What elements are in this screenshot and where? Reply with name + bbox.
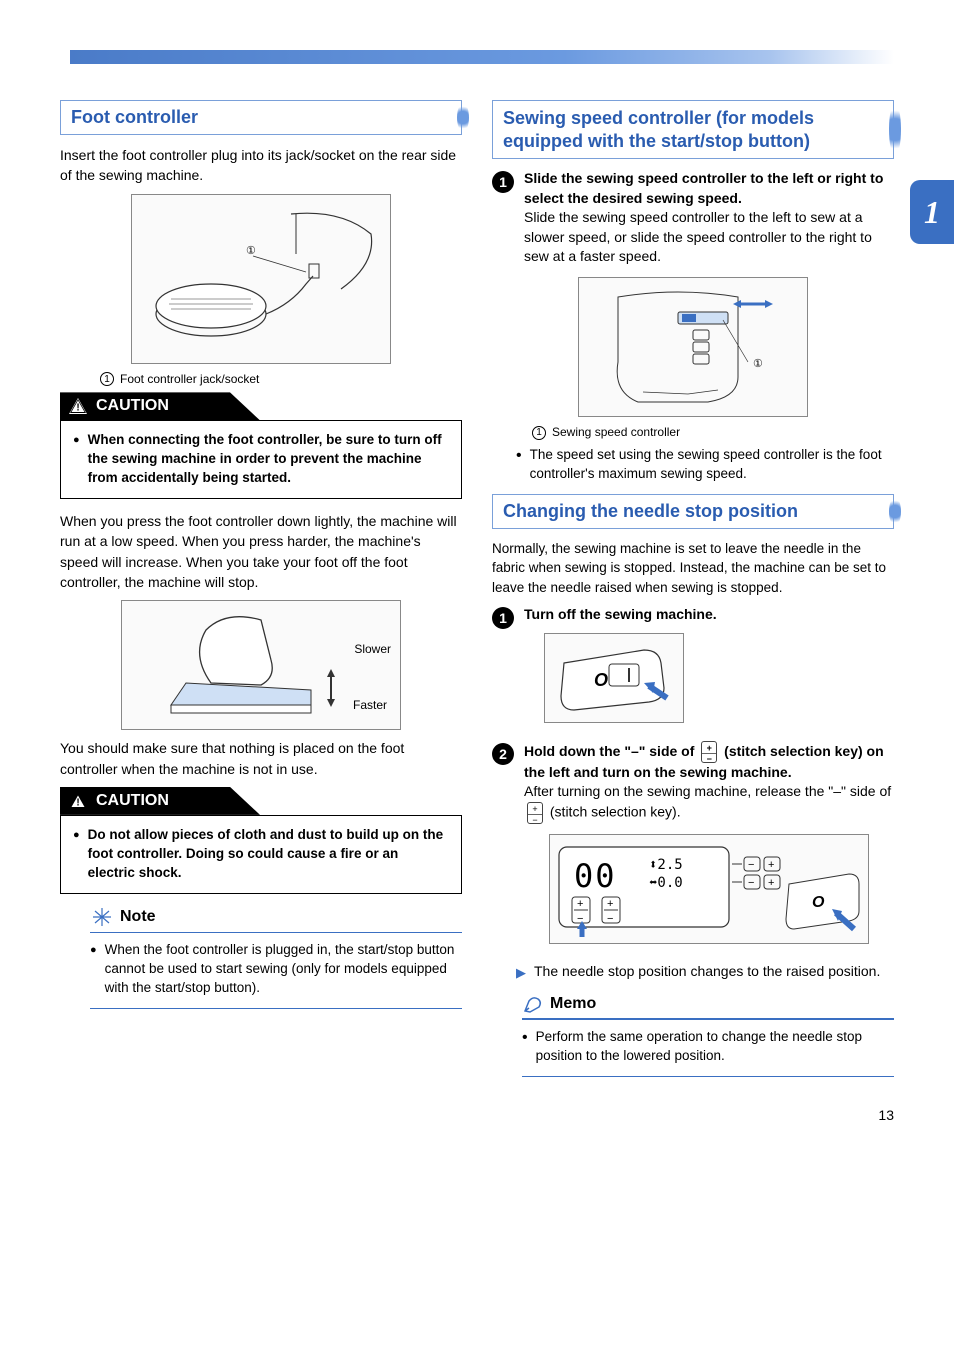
svg-text:−: − <box>748 877 754 889</box>
info-bullet: The speed set using the sewing speed con… <box>516 446 894 484</box>
svg-text:⬌0.0: ⬌0.0 <box>649 875 683 891</box>
step-number-icon: 2 <box>492 743 514 765</box>
section-title: Changing the needle stop position <box>503 501 883 522</box>
body-text: When you press the foot controller down … <box>60 511 462 592</box>
caution-box-2: Do not allow pieces of cloth and dust to… <box>60 815 462 894</box>
step-number-icon: 1 <box>492 171 514 193</box>
step-body: Slide the sewing speed controller to the… <box>524 169 894 267</box>
callout-num-icon: 1 <box>100 372 114 386</box>
caution-label: CAUTION <box>96 792 169 810</box>
header-gradient-bar <box>70 50 894 64</box>
callout-text: Foot controller jack/socket <box>120 372 259 386</box>
memo-label: Memo <box>550 995 596 1013</box>
svg-text:−: − <box>607 913 613 925</box>
slower-label: Slower <box>354 642 391 656</box>
note-rule <box>522 1076 894 1078</box>
svg-text:+: + <box>768 859 774 871</box>
figure-foot-controller-plug: ① <box>131 194 391 364</box>
svg-text:00: 00 <box>574 857 617 895</box>
svg-text:⬍2.5: ⬍2.5 <box>649 857 683 873</box>
warning-icon: ! <box>68 792 88 810</box>
stitch-key-icon <box>527 802 543 824</box>
step-number-icon: 1 <box>492 607 514 629</box>
svg-text:+: + <box>577 898 583 910</box>
caution-label: CAUTION <box>96 397 169 415</box>
intro-text: Normally, the sewing machine is set to l… <box>492 539 894 598</box>
figure-power-off: O <box>544 633 684 723</box>
figure-callout: 1 Foot controller jack/socket <box>100 372 462 387</box>
section-title: Sewing speed controller (for models equi… <box>503 107 883 152</box>
note-rule <box>522 1018 894 1020</box>
section-speed-controller: Sewing speed controller (for models equi… <box>492 100 894 159</box>
callout-num-icon: 1 <box>532 426 546 440</box>
svg-text:O: O <box>812 894 825 911</box>
svg-text:+: + <box>768 877 774 889</box>
memo-item: Perform the same operation to change the… <box>522 1028 894 1066</box>
section-title: Foot controller <box>71 107 451 128</box>
step-2: 2 Hold down the "–" side of (stitch sele… <box>492 741 894 952</box>
callout-text: Sewing speed controller <box>552 425 680 439</box>
memo-block: Memo Perform the same operation to chang… <box>522 994 894 1077</box>
svg-text:①: ① <box>753 358 763 370</box>
note-header: Note <box>90 906 462 928</box>
body-text: You should make sure that nothing is pla… <box>60 738 462 779</box>
page-number: 13 <box>60 1107 894 1123</box>
memo-icon <box>522 994 544 1014</box>
faster-label: Faster <box>353 698 387 712</box>
step-body: Turn off the sewing machine. O <box>524 605 894 731</box>
stitch-key-icon <box>701 741 717 763</box>
step-1: 1 Slide the sewing speed controller to t… <box>492 169 894 267</box>
figure-speed-controller: ① <box>578 277 808 417</box>
caution-header: ! CAUTION <box>60 787 260 815</box>
caution-item: Do not allow pieces of cloth and dust to… <box>73 826 449 883</box>
figure-lcd-panel: 00 ⬍2.5 ⬌0.0 + − + − − <box>549 834 869 944</box>
svg-text:!: ! <box>76 403 79 414</box>
note-block: Note When the foot controller is plugged… <box>90 906 462 1010</box>
result-text: The needle stop position changes to the … <box>516 962 894 982</box>
svg-text:O: O <box>594 670 608 690</box>
caution-header: ! CAUTION <box>60 392 260 420</box>
section-foot-controller: Foot controller <box>60 100 462 135</box>
figure-callout: 1 Sewing speed controller <box>532 425 894 440</box>
warning-icon: ! <box>68 397 88 415</box>
svg-text:!: ! <box>76 797 79 808</box>
memo-header: Memo <box>522 994 894 1014</box>
note-rule <box>90 1008 462 1010</box>
svg-text:−: − <box>748 859 754 871</box>
note-item: When the foot controller is plugged in, … <box>90 941 462 998</box>
caution-box-1: When connecting the foot controller, be … <box>60 420 462 499</box>
section-needle-stop: Changing the needle stop position <box>492 494 894 529</box>
caution-item: When connecting the foot controller, be … <box>73 431 449 488</box>
step-1: 1 Turn off the sewing machine. O <box>492 605 894 731</box>
svg-text:+: + <box>607 898 613 910</box>
intro-text: Insert the foot controller plug into its… <box>60 145 462 186</box>
note-rule <box>90 932 462 934</box>
svg-text:①: ① <box>246 245 256 257</box>
chapter-tab: 1 <box>910 180 954 244</box>
step-body: Hold down the "–" side of (stitch select… <box>524 741 894 952</box>
note-icon <box>90 906 114 928</box>
note-label: Note <box>120 908 156 926</box>
